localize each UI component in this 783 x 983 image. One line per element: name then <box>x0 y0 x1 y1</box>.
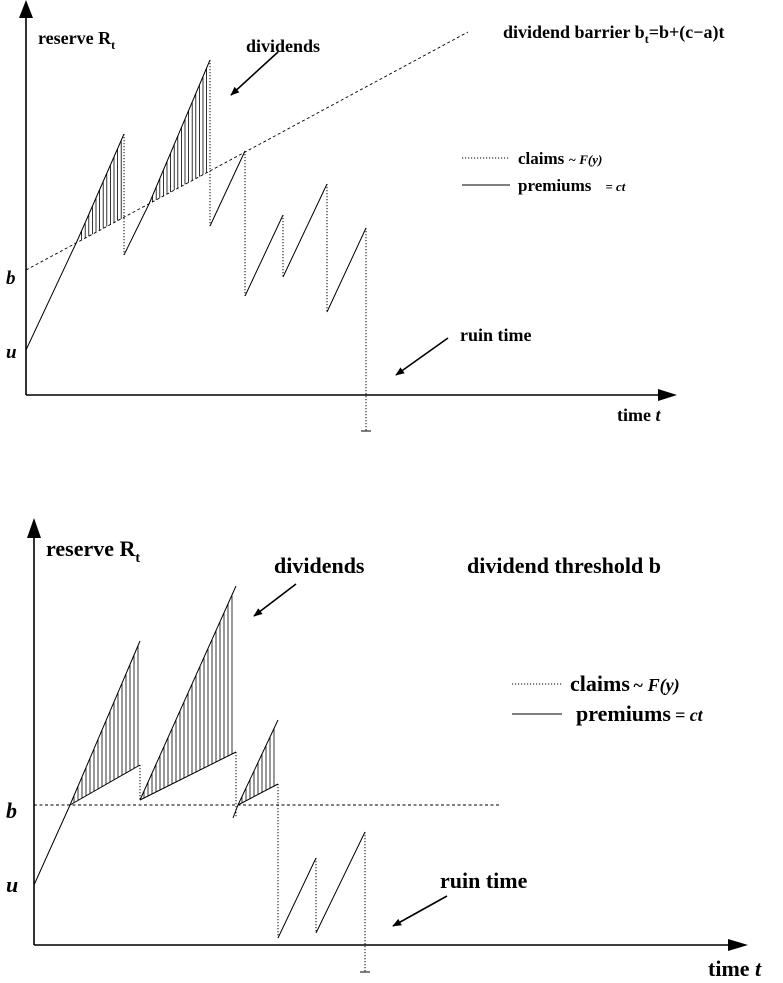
top-premium-path-4 <box>244 214 284 297</box>
bottom-panel: reserve Rt time t b u dividend threshold… <box>6 518 762 981</box>
top-dividend-barrier-line <box>25 31 469 271</box>
bottom-tick-u: u <box>6 872 18 897</box>
top-x-axis-label: time t <box>617 405 661 425</box>
bottom-dividend-hatching <box>73 594 275 803</box>
bottom-y-axis-arrowhead <box>27 518 41 538</box>
top-dividends-arrow <box>230 51 279 96</box>
top-dividends-label: dividends <box>246 36 320 56</box>
bottom-premium-path-1 <box>33 640 141 886</box>
bottom-threshold-label: dividend threshold b <box>467 553 661 578</box>
bottom-ruin-label: ruin time <box>440 868 528 893</box>
top-panel: reserve Rt time t b u dividend barrier b… <box>6 0 724 432</box>
bottom-dividend-edge-1 <box>69 764 141 806</box>
top-legend-premiums-label: premiums = ct <box>518 176 626 195</box>
top-dividend-hatching <box>81 68 208 241</box>
bottom-legend-claims-label: claims ~ F(y) <box>570 671 680 696</box>
bottom-dividends-arrow <box>253 583 297 617</box>
top-legend-claims-label: claims ~ F(y) <box>518 149 602 168</box>
top-tick-b: b <box>6 268 16 289</box>
top-tick-u: u <box>6 342 17 363</box>
bottom-y-axis-label: reserve Rt <box>46 536 140 566</box>
bottom-premium-path-3 <box>232 719 279 819</box>
bottom-dividend-edge-2 <box>139 751 237 801</box>
bottom-dividend-edge-3 <box>237 783 279 806</box>
bottom-x-axis-label: time t <box>708 956 762 981</box>
bottom-x-axis-arrowhead <box>728 939 748 951</box>
bottom-ruin-arrow <box>392 895 448 927</box>
top-ruin-arrow <box>395 337 449 376</box>
top-x-axis-arrowhead <box>658 389 677 401</box>
top-premium-path-1 <box>25 133 125 351</box>
bottom-premium-path-5 <box>315 831 366 934</box>
top-ruin-label: ruin time <box>460 325 532 345</box>
bottom-claim-jumps <box>139 752 366 972</box>
bottom-dividends-label: dividends <box>274 553 365 578</box>
top-claim-jumps <box>123 60 367 431</box>
bottom-premium-segments <box>33 585 370 973</box>
top-y-axis-label: reserve Rt <box>38 28 115 52</box>
top-premium-path-3 <box>209 150 246 227</box>
top-premium-path-2 <box>123 59 211 256</box>
bottom-legend-premiums-label: premiums = ct <box>576 701 704 726</box>
top-barrier-label: dividend barrier bt=b+(c−a)t <box>503 22 724 46</box>
bottom-tick-b: b <box>6 798 17 823</box>
top-y-axis-arrowhead <box>19 0 33 18</box>
bottom-premium-path-4 <box>277 857 317 939</box>
bottom-premium-path-2 <box>139 585 237 801</box>
top-premium-segments <box>25 59 371 432</box>
top-premium-path-6 <box>326 227 367 313</box>
top-premium-path-5 <box>282 183 328 278</box>
